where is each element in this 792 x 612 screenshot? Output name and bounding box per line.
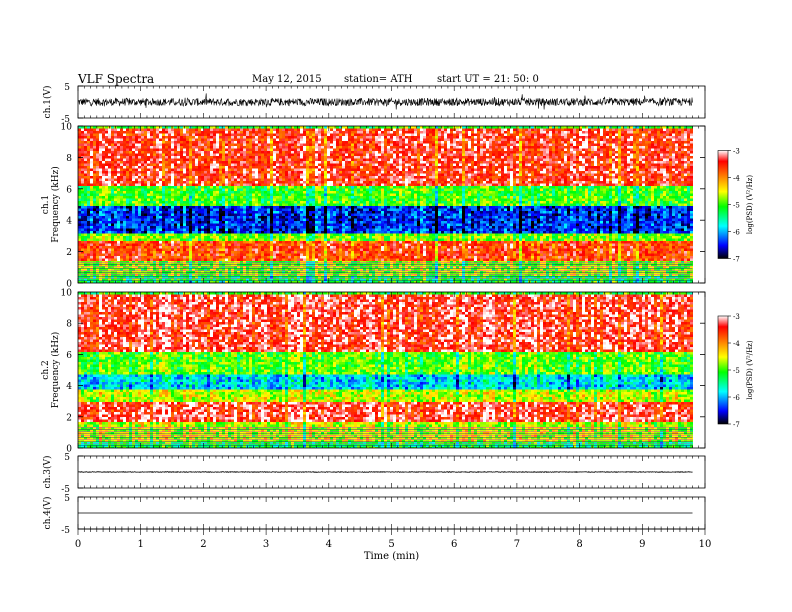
- ch2-spectrogram-ytick-3: 6: [66, 351, 72, 361]
- ch1-spectrogram-ytick-4: 8: [66, 154, 72, 164]
- ch2-spectrogram-ylabel: Frequency (kHz): [50, 332, 61, 409]
- ch1-spectrogram-colorbar-tick-2: -5: [733, 202, 740, 210]
- ch3-waveform-trace: [78, 472, 693, 473]
- ch2-spectrogram-colorbar: [718, 316, 728, 424]
- x-tick-label-3: 3: [263, 539, 269, 550]
- x-tick-label-4: 4: [326, 539, 332, 550]
- x-tick-label-8: 8: [576, 539, 582, 550]
- ch4-waveform-ytick-top: 5: [64, 494, 70, 504]
- ch2-spectrogram-colorbar-label: log(PSD) (V²/Hz): [746, 340, 754, 399]
- ch2-spectrogram-colorbar-tick-2: -5: [733, 367, 740, 375]
- ch1-spectrogram-channel-label: ch.1: [41, 195, 51, 214]
- ch2-spectrogram-ytick-5: 10: [61, 289, 73, 299]
- ch1-spectrogram-colorbar-tick-4: -7: [733, 256, 740, 264]
- ch1-waveform-ytick-top: 5: [64, 83, 70, 93]
- ch2-spectrogram-channel-label: ch.2: [41, 360, 51, 379]
- ch2-spectrogram-ytick-2: 4: [66, 382, 72, 392]
- ch1-spectrogram-ytick-2: 4: [66, 217, 72, 227]
- x-axis-label: Time (min): [364, 551, 419, 562]
- ch3-waveform-ylabel: ch.3(V): [42, 456, 53, 489]
- ch1-spectrogram-ytick-1: 2: [66, 248, 72, 258]
- x-tick-label-2: 2: [200, 539, 206, 550]
- x-tick-label-10: 10: [699, 539, 712, 550]
- x-tick-label-9: 9: [639, 539, 645, 550]
- vlf-spectra-figure: 5-5ch.1(V)0246810ch.1 Frequency (kHz)-3-4…: [0, 0, 792, 612]
- ch2-spectrogram-ytick-1: 2: [66, 413, 72, 423]
- ch1-spectrogram-ylabel: Frequency (kHz): [50, 166, 61, 243]
- ch2-spectrogram-image: [78, 292, 693, 448]
- ch1-waveform-ylabel: ch.1(V): [42, 86, 53, 119]
- x-tick-label-5: 5: [388, 539, 394, 550]
- ch1-spectrogram-ytick-5: 10: [61, 123, 73, 133]
- ch1-spectrogram-colorbar: [718, 151, 728, 259]
- ch4-waveform-ytick-bottom: -5: [61, 526, 70, 536]
- ch1-spectrogram-colorbar-tick-0: -3: [733, 148, 740, 156]
- ch1-spectrogram-image: [78, 126, 693, 283]
- ch4-waveform-ylabel: ch.4(V): [42, 497, 53, 530]
- x-tick-label-7: 7: [514, 539, 520, 550]
- ch2-spectrogram-colorbar-tick-1: -4: [733, 340, 740, 348]
- ch1-spectrogram-ytick-3: 6: [66, 185, 72, 195]
- ch2-spectrogram-colorbar-tick-3: -6: [733, 394, 740, 402]
- x-tick-label-6: 6: [451, 539, 457, 550]
- ch3-waveform-ytick-top: 5: [64, 453, 70, 463]
- ch2-spectrogram-colorbar-tick-0: -3: [733, 313, 740, 321]
- ch2-spectrogram-colorbar-tick-4: -7: [733, 421, 740, 429]
- x-tick-label-0: 0: [75, 539, 81, 550]
- ch1-spectrogram-colorbar-tick-1: -4: [733, 175, 740, 183]
- ch1-waveform-trace: [78, 93, 693, 109]
- x-tick-label-1: 1: [138, 539, 144, 550]
- ch1-spectrogram-colorbar-tick-3: -6: [733, 229, 740, 237]
- ch1-spectrogram-colorbar-label: log(PSD) (V²/Hz): [746, 175, 754, 234]
- ch2-spectrogram-ytick-4: 8: [66, 320, 72, 330]
